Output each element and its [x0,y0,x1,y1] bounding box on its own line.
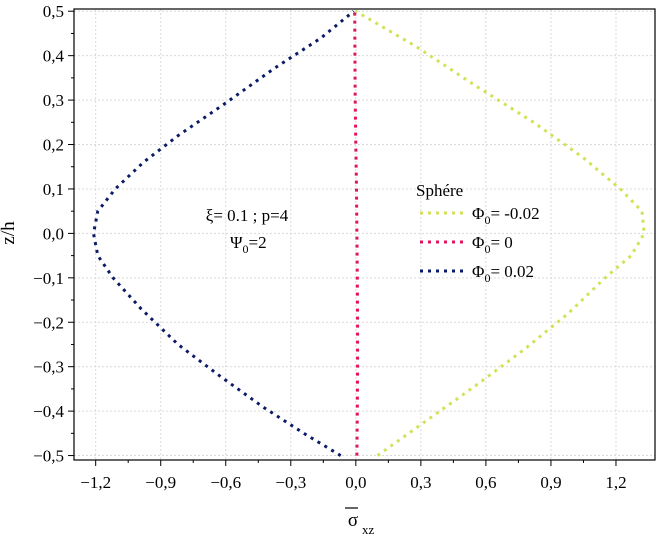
y-tick-label: 0,0 [43,224,64,243]
y-tick-label: 0,3 [43,91,64,110]
x-tick-label: −0,9 [145,473,176,492]
x-tick-label: −0,6 [210,473,241,492]
y-axis-title: z/h [0,221,19,245]
x-tick-label: 1,2 [605,473,626,492]
y-tick-label: 0,2 [43,136,64,155]
legend-subscript: 0 [484,213,490,227]
x-tick-label: −1,2 [80,473,111,492]
legend-subscript: 0 [484,271,490,285]
series-group [91,9,646,457]
legend-value: = 0 [490,233,512,252]
y-tick-label: −0,3 [33,358,64,377]
legend-symbol: Φ [472,233,484,252]
legend-value: = 0.02 [490,262,534,281]
series-line-1 [353,11,360,456]
legend-value: = -0.02 [490,204,539,223]
x-tick-label: 0,6 [475,473,496,492]
legend-label-1: Φ0= 0 [472,233,513,256]
x-axis-title-symbol: σ [348,510,358,531]
annotation-psi-symbol: Ψ [230,233,243,252]
y-tick-label: 0,5 [43,2,64,21]
y-tick-label: 0,1 [43,180,64,199]
x-tick-label: 0,3 [410,473,431,492]
legend-label-0: Φ0= -0.02 [472,204,540,227]
annotation-line-2: Ψ0=2 [230,233,267,256]
annotation-psi-subscript: 0 [243,242,249,256]
y-tick-label: 0,4 [43,47,65,66]
y-tick-label: −0,2 [33,313,64,332]
x-tick-label: 0,9 [540,473,561,492]
x-axis-title: σ xz [345,507,375,537]
axis-ticks: −1,2 −0,9 −0,6 −0,3 0,0 0,3 0,6 0,9 1,2 −0,5 −0,4 −… [33,2,626,492]
annotation-line-1: ξ= 0.1 ; p=4 [206,206,289,225]
x-tick-label: −0,3 [275,473,306,492]
x-axis-title-subscript: xz [362,522,375,537]
y-tick-label: −0,1 [33,269,64,288]
y-tick-label: −0,4 [33,402,64,421]
y-tick-label: −0,5 [33,447,64,466]
legend-title: Sphére [416,181,463,200]
plot-frame [73,8,656,461]
legend-label-2: Φ0= 0.02 [472,262,534,285]
x-tick-label: 0,0 [345,473,366,492]
annotation-psi-value: =2 [249,233,267,252]
legend-subscript: 0 [484,242,490,256]
legend-symbol: Φ [472,262,484,281]
legend-symbol: Φ [472,204,484,223]
grid-lines [74,9,655,460]
